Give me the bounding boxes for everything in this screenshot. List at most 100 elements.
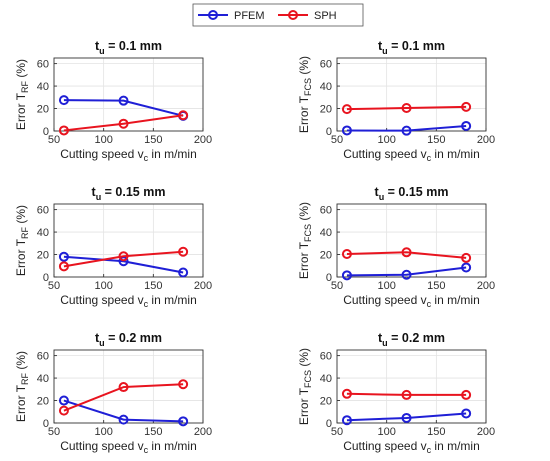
y-tick-label: 60 bbox=[320, 59, 332, 71]
y-tick-label: 20 bbox=[37, 104, 49, 116]
legend-marker bbox=[208, 10, 218, 20]
x-tick-label: 150 bbox=[144, 426, 162, 438]
y-tick-label: 20 bbox=[320, 396, 332, 408]
series-sph bbox=[58, 246, 189, 272]
x-tick-label: 100 bbox=[94, 134, 112, 146]
data-point-pfem bbox=[401, 269, 412, 280]
data-point-sph bbox=[461, 389, 472, 400]
plot-area bbox=[54, 204, 203, 277]
data-point-pfem bbox=[461, 262, 472, 273]
x-tick-label: 150 bbox=[144, 280, 162, 292]
subplot-1: 50 100 150 200 0 20 40 60 tu = 0.1 mm Cutting spe… bbox=[14, 39, 212, 163]
series-line-pfem bbox=[346, 124, 467, 132]
data-point-sph bbox=[118, 382, 129, 393]
y-tick-label: 60 bbox=[320, 205, 332, 217]
y-tick-label: 40 bbox=[37, 81, 49, 93]
y-axis-label: Error TFCS (%) bbox=[297, 202, 313, 279]
y-tick-label: 0 bbox=[43, 126, 49, 138]
plot-area bbox=[337, 204, 486, 277]
x-axis-label: Cutting speed vc in m/min bbox=[343, 293, 480, 309]
series-sph bbox=[58, 110, 189, 136]
series-line-sph bbox=[346, 392, 467, 396]
y-tick-label: 40 bbox=[37, 227, 49, 239]
data-point-pfem bbox=[58, 95, 69, 106]
x-tick-label: 50 bbox=[48, 280, 60, 292]
legend: PFEM SPH bbox=[192, 3, 364, 27]
subplot-title: tu = 0.15 mm bbox=[375, 185, 449, 202]
data-point-pfem bbox=[58, 395, 69, 406]
data-point-pfem bbox=[461, 120, 472, 131]
series-line-pfem bbox=[63, 99, 184, 117]
y-tick-label: 40 bbox=[37, 373, 49, 385]
y-tick-label: 60 bbox=[37, 59, 49, 71]
x-tick-label: 100 bbox=[94, 280, 112, 292]
y-tick-label: 40 bbox=[320, 227, 332, 239]
series-line-sph bbox=[63, 383, 184, 412]
data-point-pfem bbox=[58, 251, 69, 262]
y-axis-label: Error TRF (%) bbox=[14, 205, 30, 276]
plot-area bbox=[337, 58, 486, 131]
series-line-pfem bbox=[346, 266, 467, 277]
series-sph bbox=[341, 388, 472, 400]
y-axis-label: Error TFCS (%) bbox=[297, 56, 313, 133]
series-pfem bbox=[341, 262, 472, 281]
x-axis-label: Cutting speed vc in m/min bbox=[343, 439, 480, 455]
series-line-sph bbox=[346, 251, 467, 259]
data-point-pfem bbox=[118, 256, 129, 267]
x-axis-label: Cutting speed vc in m/min bbox=[60, 147, 197, 163]
x-tick-label: 100 bbox=[377, 280, 395, 292]
subplot-title: tu = 0.2 mm bbox=[95, 331, 162, 348]
axes-box bbox=[53, 349, 204, 424]
x-tick-label: 100 bbox=[377, 426, 395, 438]
y-tick-label: 40 bbox=[320, 373, 332, 385]
data-point-sph bbox=[178, 246, 189, 257]
series-line-sph bbox=[63, 250, 184, 268]
y-tick-label: 20 bbox=[320, 250, 332, 262]
series-line-sph bbox=[346, 105, 467, 111]
x-tick-label: 150 bbox=[427, 134, 445, 146]
y-axis-label: Error TRF (%) bbox=[14, 59, 30, 130]
x-tick-label: 150 bbox=[427, 426, 445, 438]
data-point-pfem bbox=[341, 125, 352, 136]
y-tick-label: 0 bbox=[326, 418, 332, 430]
legend-label: PFEM bbox=[234, 10, 265, 22]
data-point-sph bbox=[58, 125, 69, 136]
data-point-sph bbox=[401, 247, 412, 258]
series-line-pfem bbox=[63, 255, 184, 274]
data-point-sph bbox=[178, 110, 189, 121]
x-tick-label: 100 bbox=[377, 134, 395, 146]
plot-area bbox=[337, 350, 486, 423]
data-point-sph bbox=[341, 388, 352, 399]
data-point-sph bbox=[401, 389, 412, 400]
legend-label: SPH bbox=[314, 10, 337, 22]
legend-marker bbox=[288, 10, 298, 20]
x-tick-label: 200 bbox=[477, 426, 495, 438]
x-tick-label: 50 bbox=[331, 134, 343, 146]
series-sph bbox=[341, 101, 472, 115]
data-point-sph bbox=[401, 102, 412, 113]
data-point-sph bbox=[178, 379, 189, 390]
series-sph bbox=[58, 379, 189, 416]
subplot-5: 50 100 150 200 0 20 40 60 tu = 0.2 mm Cutting spe… bbox=[14, 331, 212, 455]
axes-box bbox=[53, 57, 204, 132]
x-tick-label: 150 bbox=[427, 280, 445, 292]
y-tick-label: 60 bbox=[37, 351, 49, 363]
y-axis-label: Error TRF (%) bbox=[14, 351, 30, 422]
subplot-3: 50 100 150 200 0 20 40 60 tu = 0.15 mm Cutting sp… bbox=[14, 185, 212, 309]
x-tick-label: 200 bbox=[194, 426, 212, 438]
legend-entry-pfem: PFEM bbox=[198, 10, 265, 22]
x-axis-label: Cutting speed vc in m/min bbox=[60, 439, 197, 455]
subplot-title: tu = 0.15 mm bbox=[92, 185, 166, 202]
y-tick-label: 60 bbox=[320, 351, 332, 363]
y-tick-label: 0 bbox=[326, 272, 332, 284]
series-line-pfem bbox=[346, 412, 467, 422]
series-line-sph bbox=[63, 114, 184, 132]
subplot-title: tu = 0.2 mm bbox=[378, 331, 445, 348]
data-point-sph bbox=[461, 252, 472, 263]
x-tick-label: 50 bbox=[48, 134, 60, 146]
series-pfem bbox=[341, 408, 472, 426]
axes-box bbox=[53, 203, 204, 278]
y-tick-label: 40 bbox=[320, 81, 332, 93]
axes-box bbox=[336, 203, 487, 278]
